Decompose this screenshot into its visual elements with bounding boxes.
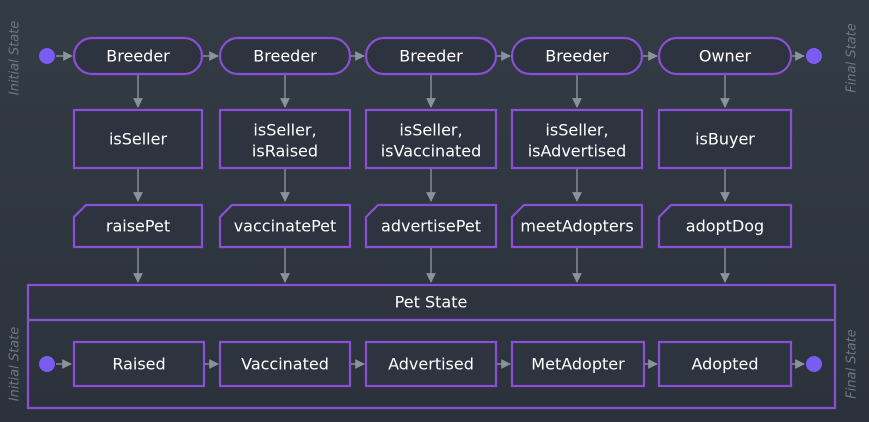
state-node-5: Adopted xyxy=(657,340,793,388)
check-node-4: isSeller, isAdvertised xyxy=(510,108,644,170)
check-node-5: isBuyer xyxy=(657,108,793,170)
initial-state-dot-bottom xyxy=(39,356,55,372)
state-node-2: Vaccinated xyxy=(218,340,352,388)
initial-state-label-top: Initial State xyxy=(8,21,23,96)
pet-state-container: Pet State xyxy=(26,283,837,410)
role-node-1: Breeder xyxy=(72,36,204,76)
check-label-line-2: isRaised xyxy=(252,142,318,161)
action-node-3: advertisePet xyxy=(364,203,498,249)
action-label: adoptDog xyxy=(686,217,764,236)
action-label: raisePet xyxy=(106,217,170,236)
action-node-5: adoptDog xyxy=(657,203,793,249)
state-label: Advertised xyxy=(388,355,474,374)
role-node-5: Owner xyxy=(657,36,793,76)
check-node-3: isSeller, isVaccinated xyxy=(364,108,498,170)
role-node-2: Breeder xyxy=(218,36,352,76)
action-node-1: raisePet xyxy=(72,203,204,249)
state-label: Vaccinated xyxy=(241,355,329,374)
state-label: Adopted xyxy=(691,355,758,374)
state-label: MetAdopter xyxy=(531,355,625,374)
action-label: meetAdopters xyxy=(520,217,633,236)
role-label: Breeder xyxy=(106,47,170,66)
check-label-line-2: isVaccinated xyxy=(381,142,482,161)
role-label: Breeder xyxy=(399,47,463,66)
state-node-4: MetAdopter xyxy=(510,340,646,388)
action-node-2: vaccinatePet xyxy=(218,203,352,249)
initial-state-dot-top xyxy=(39,48,55,64)
role-node-3: Breeder xyxy=(364,36,498,76)
pet-state-title: Pet State xyxy=(395,293,468,312)
role-label: Breeder xyxy=(545,47,609,66)
check-label-line-1: isSeller, xyxy=(253,121,316,140)
check-label-line-1: isSeller, xyxy=(545,121,608,140)
state-label: Raised xyxy=(112,355,165,374)
final-state-dot-bottom xyxy=(806,356,822,372)
role-label: Owner xyxy=(699,47,752,66)
action-node-4: meetAdopters xyxy=(510,203,644,249)
check-label: isBuyer xyxy=(695,130,755,149)
action-label: advertisePet xyxy=(381,217,481,236)
final-state-label-bottom: Final State xyxy=(845,329,860,398)
action-label: vaccinatePet xyxy=(234,217,337,236)
role-label: Breeder xyxy=(253,47,317,66)
check-label-line-1: isSeller, xyxy=(399,121,462,140)
final-state-label-top: Final State xyxy=(845,23,860,92)
check-label: isSeller xyxy=(109,130,168,149)
check-label-line-2: isAdvertised xyxy=(528,142,627,161)
state-node-1: Raised xyxy=(72,340,206,388)
role-node-4: Breeder xyxy=(510,36,644,76)
initial-state-label-bottom: Initial State xyxy=(8,327,23,402)
state-node-3: Advertised xyxy=(364,340,498,388)
check-node-2: isSeller, isRaised xyxy=(218,108,352,170)
final-state-dot-top xyxy=(806,48,822,64)
check-node-1: isSeller xyxy=(72,108,204,170)
